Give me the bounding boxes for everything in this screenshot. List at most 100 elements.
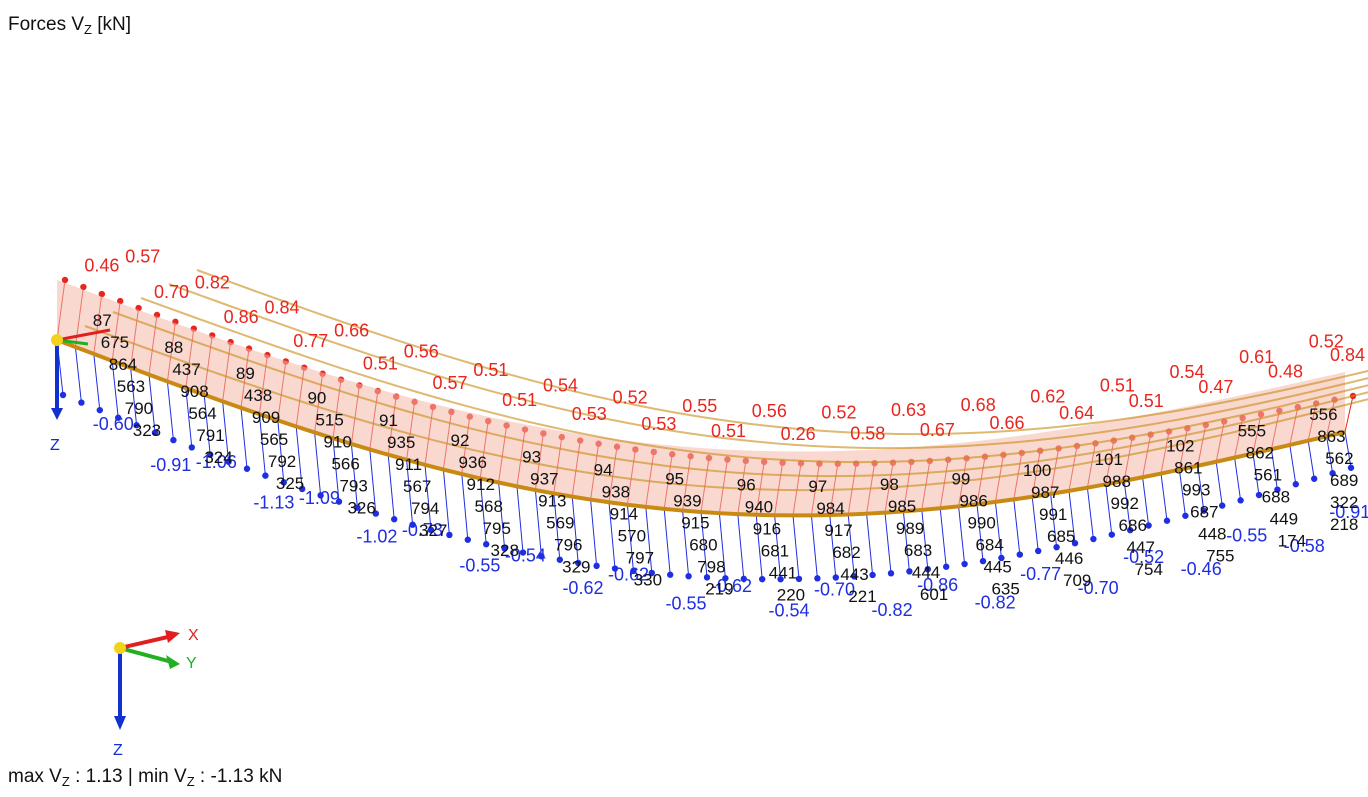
negative-value-label: -0.54 [769,601,810,621]
negative-shear-node [851,573,858,580]
negative-shear-hatch [185,388,193,448]
negative-shear-node [1274,486,1281,493]
member-number-label: 448 [1198,524,1226,543]
negative-shear-hatch [387,454,395,520]
negative-value-label: -0.55 [1226,526,1267,546]
negative-shear-hatch [1252,453,1260,496]
member-number-label: 89 [236,364,255,383]
negative-shear-hatch [295,426,303,489]
member-number-label: 561 [1254,465,1282,484]
negative-shear-hatch [1068,490,1076,544]
member-number-label: 790 [125,399,153,418]
negative-shear-node [280,479,287,486]
negative-shear-hatch [74,346,82,403]
positive-value-label: 0.84 [264,297,299,317]
result-labels: 0.46 0.570.70 0.820.86 0.840.770.660.510.56… [84,247,1368,621]
member-number-label: 681 [761,541,789,560]
negative-shear-hatch [755,514,763,580]
positive-value-label: 0.82 [195,273,230,293]
negative-shear-hatch [1307,440,1315,479]
positive-value-label: 0.48 [1268,361,1303,381]
negative-shear-hatch [369,449,377,514]
negative-shear-hatch [534,489,542,557]
member-number-label: 449 [1270,509,1298,528]
positive-shear-node [61,276,69,284]
member-number-label: 328 [491,541,519,560]
member-number-label: 913 [538,491,566,510]
positive-value-label: 0.57 [433,373,468,393]
member-number-label: 568 [475,497,503,516]
negative-shear-hatch [1160,473,1168,521]
negative-value-label: -0.62 [562,578,603,598]
positive-value-label: 0.57 [125,247,160,267]
positive-shear-node [98,290,106,298]
member-number-label: 940 [745,497,773,516]
member-number-label: 937 [530,469,558,488]
positive-value-label: 0.51 [1129,391,1164,411]
member-number-label: 562 [1325,449,1353,468]
member-number-label: 683 [904,541,932,560]
negative-shear-hatch [166,381,174,441]
negative-value-label: -1.13 [253,493,294,513]
negative-value-label: -0.62 [711,576,752,596]
negative-shear-node [335,498,343,505]
negative-shear-node [943,563,950,570]
negative-shear-node [207,451,214,458]
negative-shear-hatch [314,432,322,496]
negative-shear-node [648,569,655,577]
member-number-label: 174 [1278,531,1306,550]
member-number-label: 755 [1206,546,1234,565]
negative-shear-node [391,516,398,523]
negative-shear-hatch [222,401,230,462]
negative-shear-node [667,571,674,578]
negative-shear-hatch [442,469,450,535]
positive-value-label: 0.58 [850,424,885,444]
negative-shear-node [1145,522,1152,529]
member-number-label: 985 [888,497,916,516]
negative-shear-node [869,571,876,579]
member-number-label: 986 [959,492,987,511]
negative-shear-node [1053,543,1060,551]
negative-value-label: -0.82 [872,600,913,620]
negative-shear-hatch [148,374,156,433]
member-number-label: 94 [594,460,613,479]
negative-shear-node [409,521,416,528]
member-number-label: 915 [681,514,709,533]
negative-shear-hatch [590,499,598,566]
member-number-label: 993 [1182,480,1210,499]
member-frame [56,269,1368,518]
positive-value-label: 0.84 [1330,345,1365,365]
positive-value-label: 0.63 [891,400,926,420]
positive-value-label: 0.68 [961,395,996,415]
negative-shear-hatch [774,515,782,580]
member-number-label: 441 [769,563,797,582]
negative-shear-node [519,549,527,556]
negative-value-label: -1.09 [299,488,340,508]
negative-shear-hatch [976,504,984,562]
member-number-label: 917 [824,521,852,540]
member-number-label: 795 [483,519,511,538]
negative-shear-hatch [571,496,579,563]
member-edge [112,311,1368,478]
negative-shear-hatch [1215,461,1223,506]
member-number-label: 935 [387,433,415,452]
negative-shear-node [243,465,251,472]
member-axis [56,338,1346,518]
negative-shear-node [1200,507,1208,514]
negative-shear-hatch [847,514,855,577]
negative-shear-hatch [424,464,432,530]
member-number-label: 444 [912,563,940,582]
negative-shear-node [795,575,803,583]
negative-shear-hatch [958,506,966,565]
negative-shear-node [262,472,269,479]
member-number-label: 447 [1127,538,1155,557]
negative-shear-node [1182,512,1189,519]
member-number-label: 684 [975,536,1003,555]
positive-value-label: 0.66 [989,413,1024,433]
origin-z-label: Z [50,437,60,454]
positive-value-label: 0.67 [920,420,955,440]
negative-shear-node [1255,491,1263,499]
negative-shear-node [740,575,747,583]
member-number-label: 988 [1103,472,1131,491]
